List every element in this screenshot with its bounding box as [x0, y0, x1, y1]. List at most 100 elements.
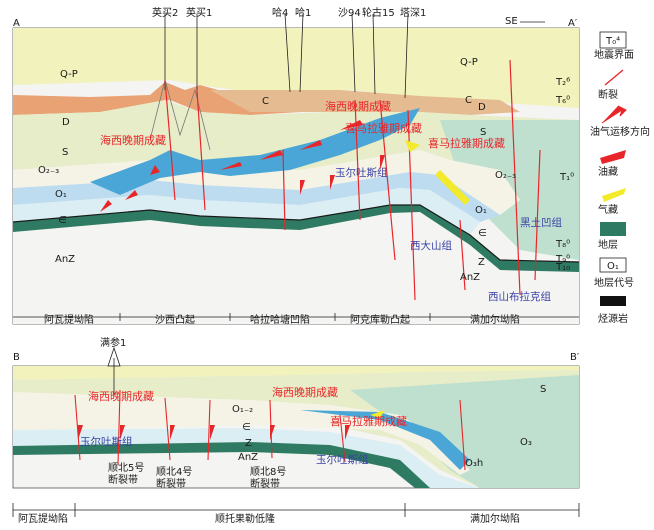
b-cambrian-layer [13, 428, 480, 488]
well-label: 哈1 [295, 6, 311, 19]
b-strata-label: Z [245, 438, 252, 449]
strata-label: S [480, 127, 486, 138]
faults-a [164, 59, 541, 301]
b-unit-label: 阿瓦提坳陷 [18, 512, 68, 525]
b-fault-label: 顺北4号 [156, 466, 192, 478]
strata-label: ∈ [478, 228, 487, 239]
reservoir-label: 海西晚期成藏 [100, 133, 166, 147]
strata-label: ∈ [58, 215, 67, 226]
reservoir-label: 喜马拉雅期成藏 [345, 121, 422, 135]
strata-label: S [62, 147, 68, 158]
strata-label: O₂₋₃ [38, 165, 59, 176]
b-reservoir-label: 海西晚期成藏 [88, 389, 154, 403]
b-fault-label: 顺北8号 [250, 466, 286, 478]
qp-layer [13, 28, 579, 108]
b-strata-label: O₁₋₂ [232, 404, 253, 415]
b-formation-label: 玉尔吐斯组 [80, 435, 133, 448]
legend-code-symbol [599, 257, 627, 273]
b-well-derrick-icon [107, 346, 121, 367]
legend-label: 断裂 [598, 88, 618, 101]
b-strata-label: O₃ [520, 437, 532, 448]
b-reservoir-label: 海西晚期成藏 [272, 385, 338, 399]
reservoir-label: 喜马拉雅期成藏 [428, 136, 505, 150]
unit-label: 阿瓦提坳陷 [44, 313, 94, 326]
unit-ticks-a [119, 313, 431, 321]
reservoir-label: 海西晚期成藏 [325, 99, 391, 113]
strata-label: C [262, 96, 269, 107]
legend-seismic-symbol [599, 31, 627, 49]
well-label: 哈4 [272, 6, 288, 19]
strata-label: Q-P [460, 57, 478, 68]
seismic-label: T₉⁰ [555, 254, 570, 265]
legend-code-symbol-text: O₁ [607, 261, 619, 272]
unit-label: 满加尔坳陷 [470, 313, 520, 326]
legend: T₀⁴ 地震界面 断裂 油气运移方向 油藏 气藏 地层 O₁ 地层代号 烃源岩 [590, 31, 650, 325]
b-strata-label: ∈ [242, 422, 251, 433]
well-label: 英买1 [186, 6, 212, 19]
unit-ticks-b [12, 503, 580, 517]
b-gas-patch [370, 410, 385, 418]
b-unit-label: 满加尔坳陷 [470, 512, 520, 525]
gas-patch [435, 170, 470, 205]
seismic-label: T₁⁰ [559, 172, 574, 183]
migration-arrows-a [100, 120, 385, 212]
b-fault-label: 顺北5号 [108, 462, 144, 474]
b-section-label-left: B [13, 352, 20, 363]
section-label-left: A [13, 18, 20, 29]
unit-label: 阿克库勒凸起 [350, 313, 410, 326]
strata-label: D [62, 117, 70, 128]
well-lines [164, 13, 409, 99]
strata-label: O₁ [55, 189, 67, 200]
strata-label: O₁ [475, 205, 487, 216]
legend-label: 油气运移方向 [590, 125, 650, 138]
well-label: 沙94 [338, 7, 361, 19]
legend-oil-symbol [600, 150, 626, 164]
direction-label: SE [505, 16, 518, 27]
strata-label: Z [478, 257, 485, 268]
strata-label: AnZ [460, 272, 480, 283]
fold-outline [149, 78, 211, 151]
b-source-layer [13, 442, 430, 488]
legend-fault-symbol [604, 69, 624, 86]
b-fault-label: 断裂带 [156, 477, 186, 490]
b-well-label: 满参1 [100, 336, 126, 349]
strata-label: D [478, 102, 486, 113]
legend-label: 气藏 [598, 203, 618, 216]
well-label: 塔深1 [400, 6, 426, 19]
unit-label: 哈拉哈塘凹陷 [250, 313, 310, 326]
legend-migration-symbol [601, 105, 627, 124]
legend-label: 地层代号 [594, 276, 634, 289]
legend-label: 地层 [598, 238, 618, 251]
formation-label: 黑土凹组 [520, 216, 562, 229]
well-labels-a: 英买2 英买1 哈4 哈1 沙94 轮古15 塔深1 [152, 6, 426, 19]
migration-arrows-b [78, 425, 350, 440]
legend-label: 地震界面 [594, 48, 634, 61]
b-top-layer [13, 366, 579, 380]
seismic-label: T₁₀ [555, 262, 570, 273]
strata-label: Q-P [60, 69, 78, 80]
section-label-right: A′ [568, 18, 578, 29]
seismic-label: T₂⁶ [555, 77, 570, 88]
formation-label: 西大山组 [410, 239, 452, 252]
seismic-label: T₈⁰ [555, 239, 570, 250]
legend-strata-symbol [600, 222, 626, 236]
legend-source-symbol [600, 296, 626, 306]
strata-label: AnZ [55, 254, 75, 265]
well-label: 轮古15 [362, 6, 395, 19]
b-formation-label: 玉尔吐斯组 [316, 453, 369, 466]
b-green-region [350, 375, 579, 488]
b-oil-band [300, 410, 470, 470]
b-fault-label: 断裂带 [250, 477, 280, 490]
b-section-label-right: B′ [570, 352, 580, 363]
formation-label: 西山布拉克组 [488, 290, 551, 303]
legend-label: 烃源岩 [598, 312, 628, 325]
b-strata-label: O₃h [465, 458, 483, 469]
well-label: 英买2 [152, 6, 178, 19]
legend-seismic-symbol-text: T₀⁴ [605, 36, 620, 47]
b-reservoir-label: 喜马拉雅期成藏 [330, 414, 407, 428]
unit-label: 沙西凸起 [155, 314, 195, 326]
b-unit-label: 顺托果勒低隆 [215, 512, 275, 525]
legend-label: 油藏 [598, 165, 618, 178]
formation-label: 玉尔吐斯组 [335, 166, 388, 179]
